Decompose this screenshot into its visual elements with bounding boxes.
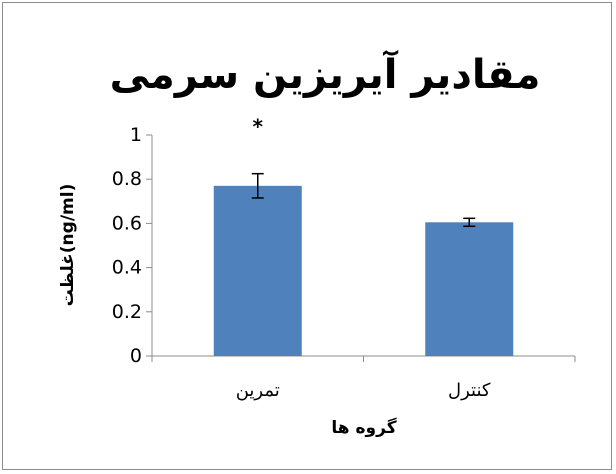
y-tick-label: 0.4 — [112, 257, 142, 279]
bars-group — [213, 185, 514, 356]
y-tick-label: 0 — [130, 345, 142, 367]
x-category-label: کنترل — [448, 380, 491, 401]
annotations-group: * — [253, 115, 264, 139]
bar — [425, 222, 514, 356]
plot-area: 0 0.2 0.4 0.6 0.8 1 تمرین کنترل * — [112, 115, 576, 401]
error-bar — [463, 217, 476, 228]
y-axis-title: غلظت(ng/ml) — [58, 184, 78, 307]
error-bar — [251, 172, 264, 199]
chart-title: مقادیر آیریزین سرمی — [110, 49, 541, 98]
bar — [213, 185, 302, 356]
y-tick-label: 0.2 — [112, 301, 142, 323]
x-axis-ticks: تمرین کنترل — [151, 356, 576, 401]
y-tick-label: 0.8 — [112, 168, 142, 190]
y-tick-label: 0.6 — [112, 212, 142, 234]
y-tick-label: 1 — [130, 124, 142, 146]
x-category-label: تمرین — [236, 380, 280, 401]
significance-marker: * — [253, 115, 264, 139]
x-axis-title: گروه ها — [331, 417, 396, 438]
error-bars-group — [251, 172, 476, 228]
y-axis-ticks: 0 0.2 0.4 0.6 0.8 1 — [112, 124, 152, 367]
